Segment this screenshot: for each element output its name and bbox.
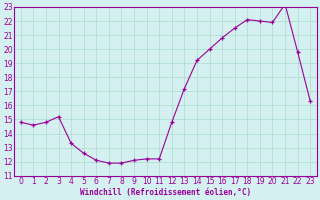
- X-axis label: Windchill (Refroidissement éolien,°C): Windchill (Refroidissement éolien,°C): [80, 188, 251, 197]
